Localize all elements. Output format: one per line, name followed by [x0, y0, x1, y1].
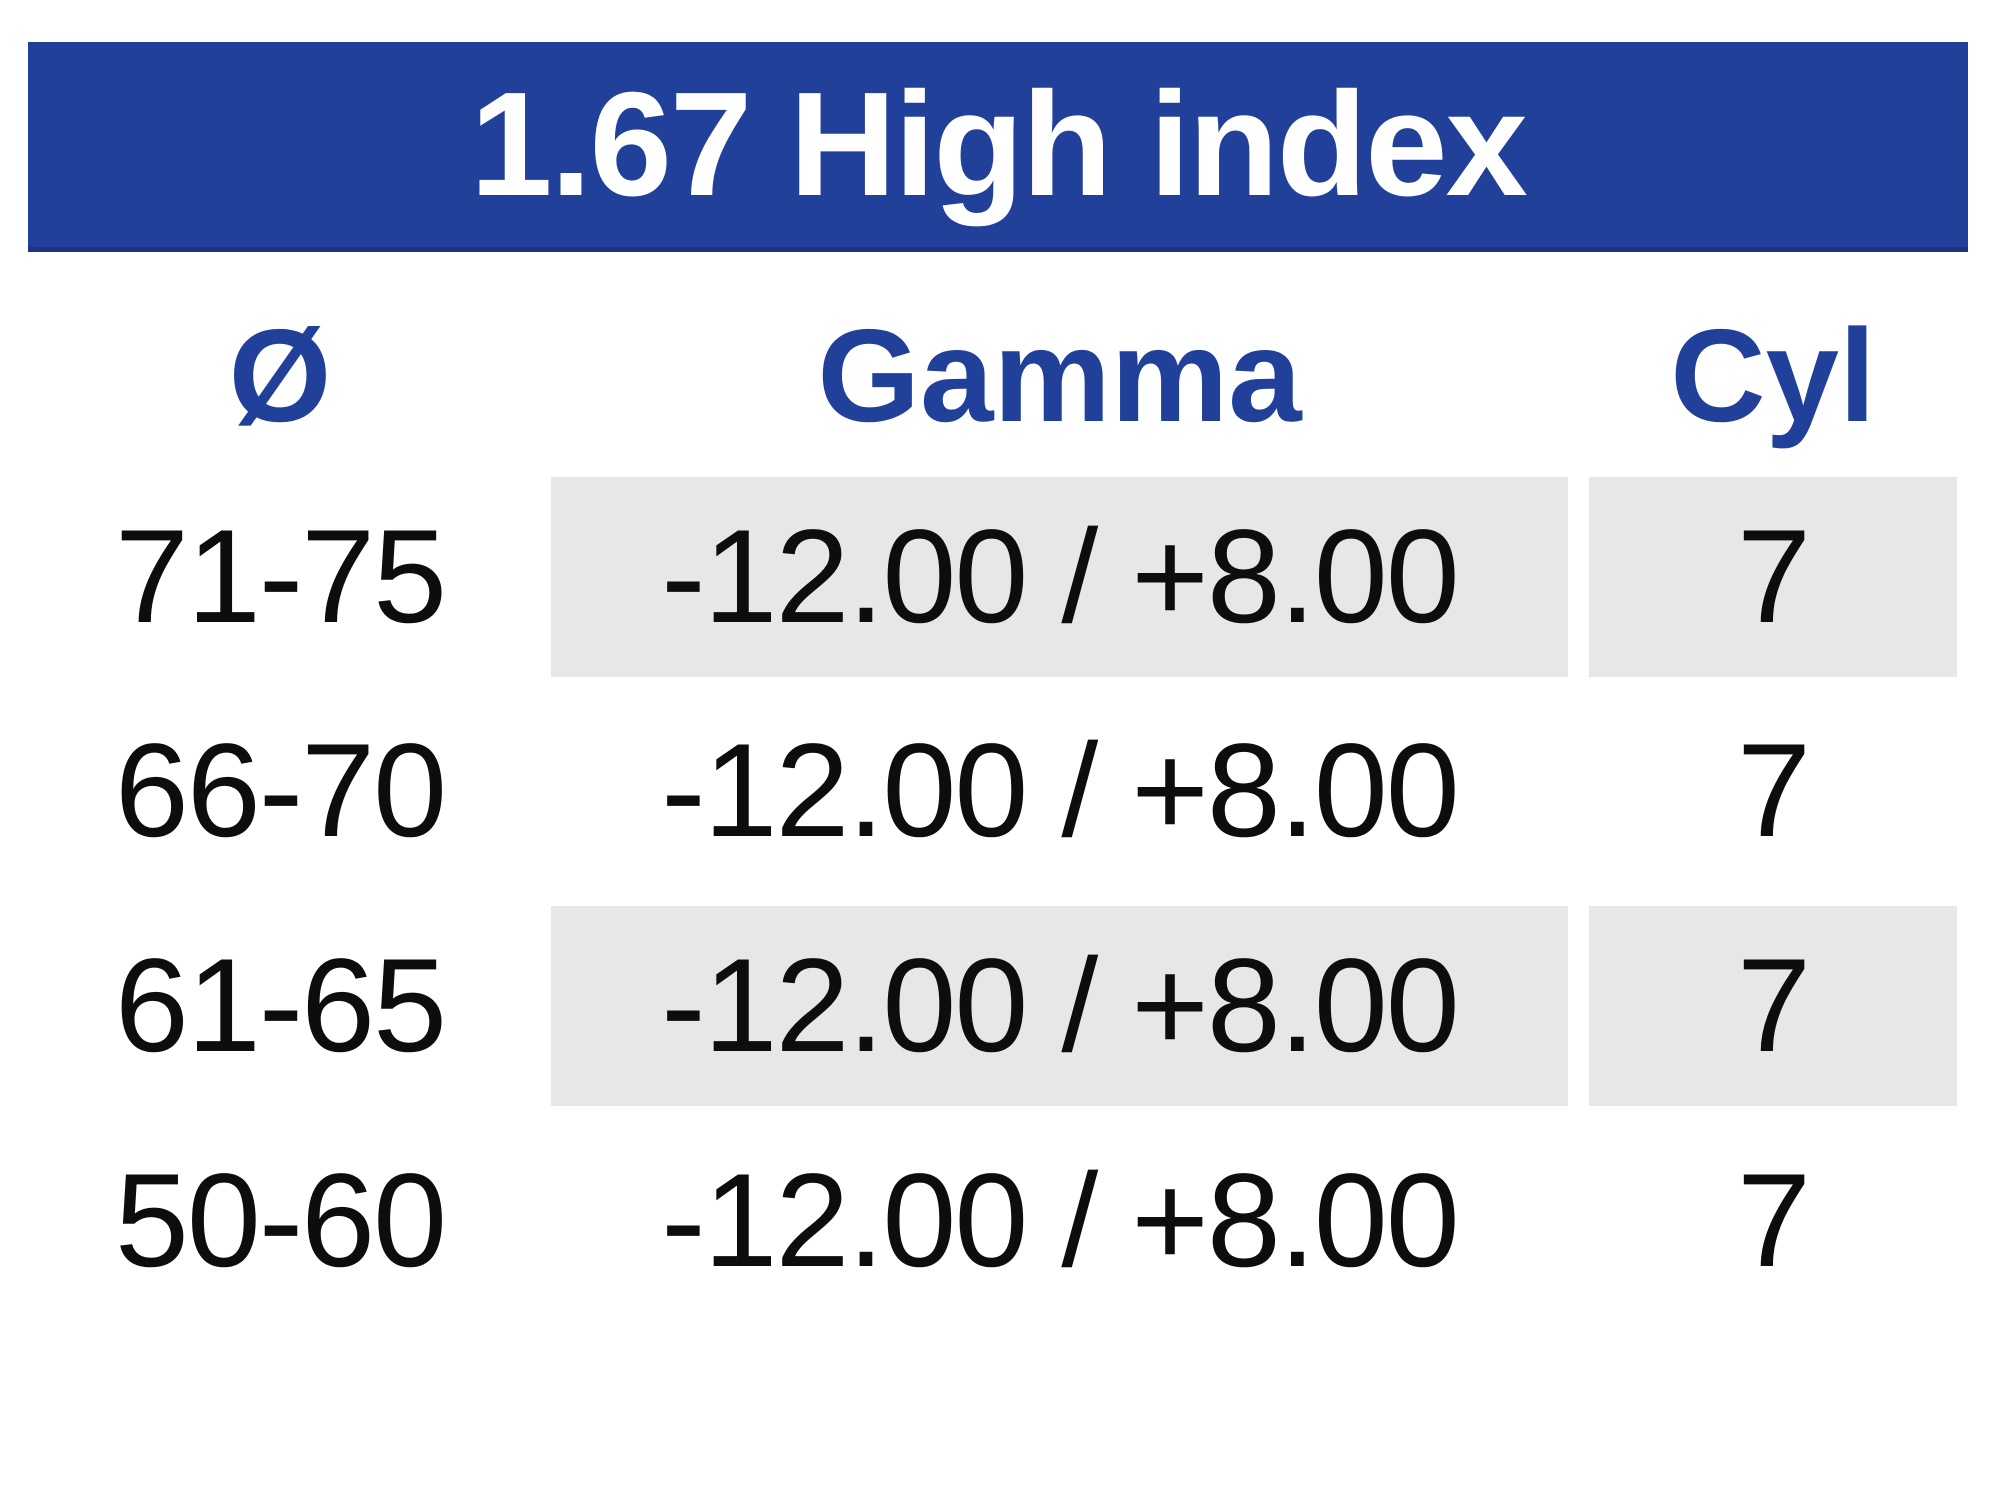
table-row-gamma: -12.00 / +8.00: [551, 477, 1568, 677]
table-title: 1.67 High index: [470, 61, 1528, 227]
table-title-bar: 1.67 High index: [28, 42, 1968, 252]
table-row-diameter: 66-70: [114, 717, 447, 865]
table-row-gamma: -12.00 / +8.00: [661, 1147, 1460, 1295]
column-header-cyl: Cyl: [1670, 301, 1876, 449]
table-row-cyl: 7: [1589, 906, 1957, 1106]
column-header-gamma: Gamma: [817, 301, 1302, 449]
table-row-cyl: 7: [1737, 1147, 1811, 1295]
table-row-cyl: 7: [1737, 717, 1811, 865]
table-row-gamma: -12.00 / +8.00: [551, 906, 1568, 1106]
table-row-diameter: 61-65: [114, 932, 447, 1080]
table-row-cyl: 7: [1589, 477, 1957, 677]
column-header-diameter: Ø: [228, 301, 332, 449]
table-row-gamma: -12.00 / +8.00: [661, 717, 1460, 865]
table-row-diameter: 71-75: [114, 503, 447, 651]
table-row-diameter: 50-60: [114, 1147, 447, 1295]
